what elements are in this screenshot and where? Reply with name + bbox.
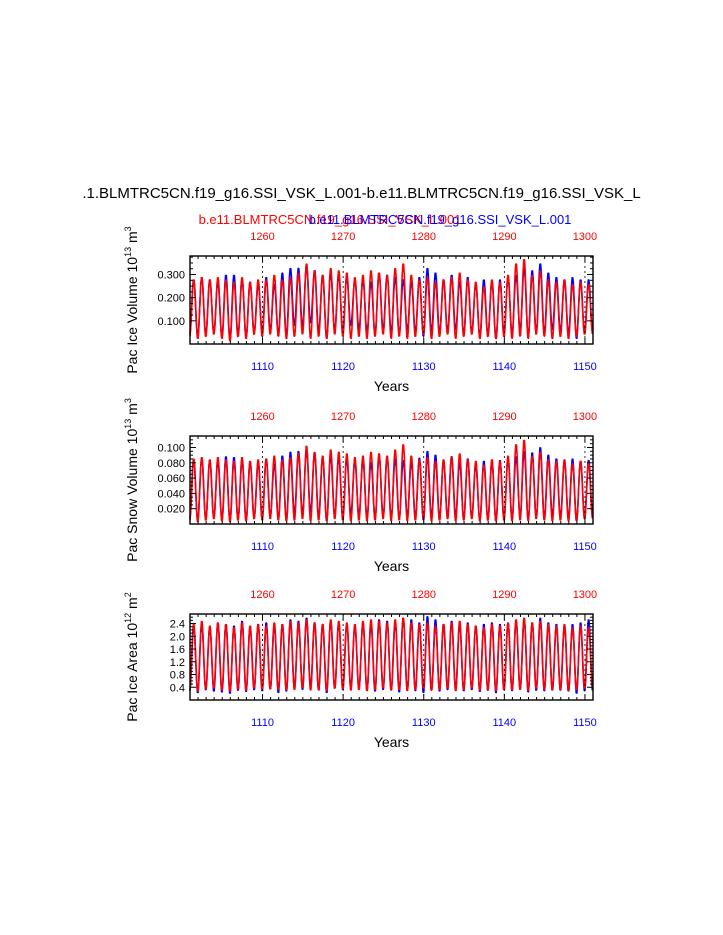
snow-volume-ytick-label: 0.020 [157, 504, 185, 516]
ice-area-top-tick-label: 1290 [492, 589, 516, 601]
ice-volume-bottom-tick-label: 1130 [412, 361, 436, 373]
ice-volume-ytick-label: 0.300 [157, 270, 185, 282]
snow-volume-bottom-tick-label: 1140 [493, 541, 517, 553]
ice-volume-xlabel: Years [374, 378, 409, 394]
ice-volume-ytick-label: 0.200 [157, 293, 185, 305]
ice-area-ytick-label: 0.4 [170, 682, 185, 694]
ice-area-xlabel: Years [374, 734, 409, 750]
snow-volume-panel: 1110 1260 1120 1270 1130 1280 1140 1290 1150 1300… [123, 398, 597, 574]
ice-volume-top-tick-label: 1300 [573, 231, 597, 243]
ice-volume-top-tick-label: 1270 [331, 231, 355, 243]
figure-title: .1.BLMTRC5CN.f19_g16.SSI_VSK_L.001-b.e11… [82, 185, 640, 202]
ice-volume-ylabel-main: Pac Ice Volume 10 [124, 257, 140, 374]
snow-volume-xlabel: Years [374, 558, 409, 574]
ice-area-top-tick-label: 1280 [411, 589, 435, 601]
ice-area-ylabel-exp: 12 [123, 613, 133, 623]
ice-area-ytick-label: 1.2 [170, 657, 185, 669]
ice-volume-series-red [189, 258, 594, 342]
ice-area-bottom-tick-label: 1120 [331, 717, 355, 729]
ice-volume-top-tick-label: 1290 [492, 231, 516, 243]
ice-area-ylabel-main: Pac Ice Area 10 [124, 623, 140, 722]
snow-volume-ylabel: Pac Snow Volume 1013 m3 [123, 398, 140, 562]
ice-volume-ylabel-unit: m [124, 231, 140, 247]
ice-area-ytick-label: 2.4 [170, 619, 185, 631]
snow-volume-ytick-label: 0.100 [157, 442, 185, 454]
ice-area-bottom-tick-label: 1150 [573, 717, 597, 729]
snow-volume-bottom-tick-label: 1130 [412, 541, 436, 553]
snow-volume-bottom-tick-label: 1120 [331, 541, 355, 553]
ice-area-bottom-tick-label: 1130 [412, 717, 436, 729]
ice-volume-panel: 1110 1260 1120 1270 1130 1280 1140 1290 1150 1300… [123, 226, 597, 394]
ice-volume-bottom-tick-label: 1110 [251, 361, 274, 373]
ice-volume-top-tick-label: 1280 [411, 231, 435, 243]
ice-volume-top-tick-label: 1260 [250, 231, 274, 243]
snow-volume-ytick-label: 0.080 [157, 458, 185, 470]
subtitle-red: b.e11.BLMTRC5CN.f19_g16.SSI_VSK_L.001 [199, 212, 462, 227]
ice-volume-ytick-label: 0.100 [157, 316, 185, 328]
snow-volume-ytick-label: 0.040 [157, 488, 185, 500]
ice-volume-ylabel: Pac Ice Volume 1013 m3 [123, 226, 140, 373]
snow-volume-top-tick-label: 1270 [331, 411, 355, 423]
ice-area-ylabel-unit: m [124, 597, 140, 613]
panels: 1110 1260 1120 1270 1130 1280 1140 1290 1150 1300… [123, 226, 597, 750]
snow-volume-top-tick-label: 1260 [250, 411, 274, 423]
ice-volume-ylabel-exp: 13 [123, 247, 133, 257]
subtitle-blue: b.e11.BLMTRC5CN.f19_g16.SSI_VSK_L.001 [309, 212, 572, 227]
snow-volume-top-tick-label: 1300 [573, 411, 597, 423]
ice-area-top-tick-label: 1260 [250, 589, 274, 601]
ice-volume-bottom-tick-label: 1140 [493, 361, 517, 373]
snow-volume-bottom-tick-label: 1150 [573, 541, 597, 553]
ice-area-top-tick-label: 1300 [573, 589, 597, 601]
ice-volume-bottom-tick-label: 1120 [331, 361, 355, 373]
ice-area-bottom-tick-label: 1140 [493, 717, 517, 729]
ice-area-panel: 1110 1260 1120 1270 1130 1280 1140 1290 1150 1300… [123, 589, 597, 750]
ice-area-bottom-tick-label: 1110 [251, 717, 274, 729]
snow-volume-top-tick-label: 1290 [492, 411, 516, 423]
snow-volume-ylabel-exp: 13 [123, 419, 133, 429]
ice-area-ylabel-unit-exp: 2 [123, 592, 133, 597]
snow-volume-ylabel-main: Pac Snow Volume 10 [124, 429, 140, 562]
ice-area-ytick-label: 2.0 [170, 631, 185, 643]
snow-volume-ytick-label: 0.060 [157, 473, 185, 485]
ice-area-ytick-label: 0.8 [170, 670, 185, 682]
snow-volume-ylabel-unit-exp: 3 [123, 398, 133, 403]
ice-volume-bottom-tick-label: 1150 [573, 361, 597, 373]
snow-volume-ylabel-unit: m [124, 403, 140, 419]
ice-area-ytick-label: 1.6 [170, 644, 185, 656]
ice-volume-ylabel-unit-exp: 3 [123, 226, 133, 231]
ice-area-series-red [189, 617, 594, 692]
ice-area-ylabel: Pac Ice Area 1012 m2 [123, 592, 140, 721]
snow-volume-series-red [189, 439, 594, 523]
snow-volume-bottom-tick-label: 1110 [251, 541, 274, 553]
snow-volume-top-tick-label: 1280 [411, 411, 435, 423]
ice-area-top-tick-label: 1270 [331, 589, 355, 601]
